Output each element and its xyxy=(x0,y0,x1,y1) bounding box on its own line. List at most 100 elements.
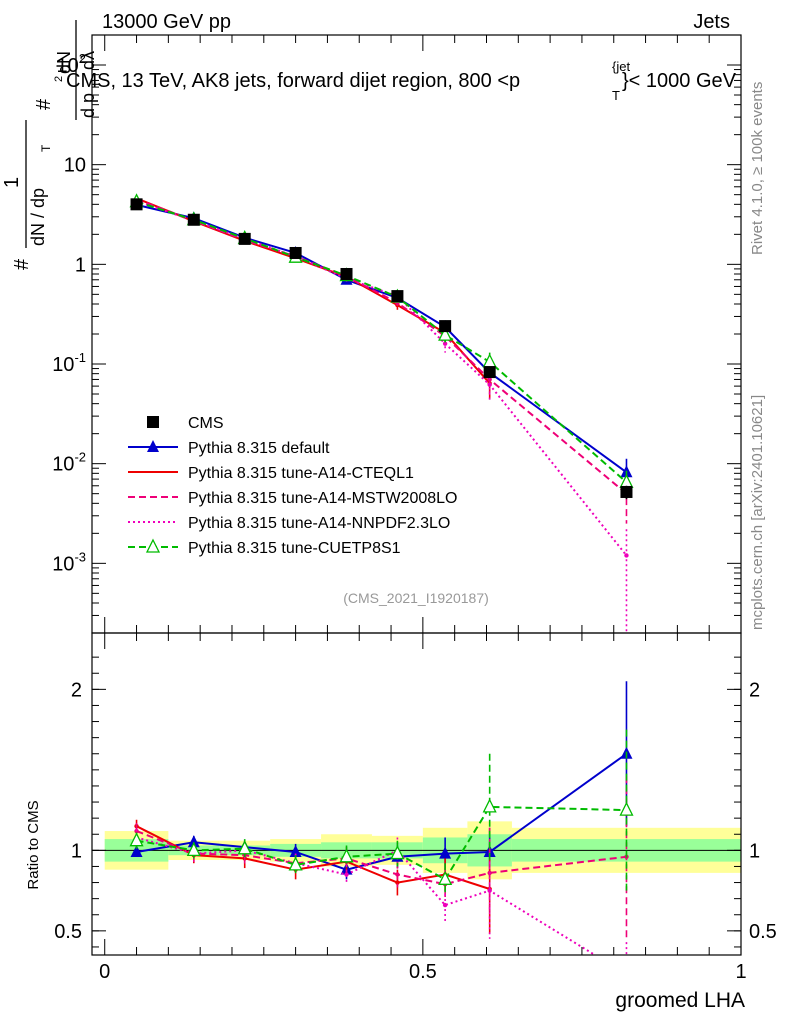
legend-label: Pythia 8.315 tune-A14-CTEQL1 xyxy=(188,465,414,482)
title-text-sup: {jet xyxy=(612,59,630,74)
ratio-y-tick-label: 1 xyxy=(71,840,82,862)
data-point xyxy=(238,232,251,245)
legend-item: Pythia 8.315 tune-A14-CTEQL1 xyxy=(128,465,414,482)
rivet-version-label: Rivet 4.1.0, ≥ 100k events xyxy=(749,82,766,255)
data-point xyxy=(487,888,492,893)
ratio-y-tick-label: 2 xyxy=(71,679,82,701)
ylabel-d2n-exp: 2 xyxy=(53,76,65,82)
data-point xyxy=(237,840,252,855)
data-point xyxy=(620,485,633,498)
data-point xyxy=(439,846,452,859)
data-point xyxy=(187,835,200,848)
title-text-main: CMS, 13 TeV, AK8 jets, forward dijet reg… xyxy=(66,70,520,92)
legend-item: Pythia 8.315 tune-CUETP8S1 xyxy=(128,538,401,557)
data-point xyxy=(130,844,143,857)
title-text-end: }< 1000 GeV xyxy=(622,70,737,92)
title-text-sub: T xyxy=(612,88,620,103)
data-point xyxy=(339,848,354,863)
data-point xyxy=(289,246,302,259)
tick-base: 10 xyxy=(52,354,74,376)
data-point xyxy=(624,972,628,976)
x-tick-label: 1 xyxy=(735,961,746,983)
data-point xyxy=(344,872,349,877)
data-point xyxy=(439,320,452,333)
legend-label: CMS xyxy=(188,415,224,432)
y-tick-label: 10-1 xyxy=(52,350,86,376)
series-line xyxy=(136,197,491,384)
series-pythia-8-315-tune-cuetp8s1 xyxy=(129,729,634,896)
data-point xyxy=(390,845,405,860)
ylabel-hash-1: # xyxy=(11,258,33,270)
legend-marker xyxy=(145,538,161,553)
mcplots-label: mcplots.cern.ch [arXiv:2401.10621] xyxy=(749,395,766,630)
data-point xyxy=(129,832,144,847)
data-point xyxy=(395,872,400,877)
tick-exp: -2 xyxy=(74,450,86,465)
series-cms xyxy=(130,198,633,500)
tick-exp: 2 xyxy=(79,51,86,66)
y-tick-label: 10-3 xyxy=(52,549,86,575)
legend-label: Pythia 8.315 tune-A14-NNPDF2.3LO xyxy=(188,515,450,532)
data-point xyxy=(438,870,453,885)
main-title: CMS, 13 TeV, AK8 jets, forward dijet reg… xyxy=(66,59,737,103)
data-point xyxy=(619,801,634,816)
x-tick-label: 0.5 xyxy=(409,961,437,983)
data-point xyxy=(442,902,448,908)
legend-item: Pythia 8.315 tune-A14-NNPDF2.3LO xyxy=(128,515,450,532)
legend-label: Pythia 8.315 tune-A14-MSTW2008LO xyxy=(188,490,457,507)
data-point xyxy=(482,798,497,813)
tick-base: 10 xyxy=(52,454,74,476)
y-tick-label: 10 xyxy=(64,155,86,177)
data-point xyxy=(187,213,200,226)
header-process-label: Jets xyxy=(693,11,730,33)
ylabel-one: 1 xyxy=(1,177,23,188)
y-tick-label: 102 xyxy=(57,51,86,77)
y-tick-label: 1 xyxy=(75,254,86,276)
tick-exp: -1 xyxy=(74,350,86,365)
legend-item: Pythia 8.315 tune-A14-MSTW2008LO xyxy=(128,490,457,507)
legend-marker xyxy=(147,416,159,428)
ylabel-dn-dpt: dN / dp xyxy=(28,188,48,246)
data-point xyxy=(340,267,353,280)
header-energy-label: 13000 GeV pp xyxy=(102,11,231,33)
data-point xyxy=(289,844,302,857)
ylabel-hash-2: # xyxy=(33,98,55,110)
main-ylabel: # 1 dN / dp T # dN 2 d p T dλ xyxy=(1,20,103,270)
series-line xyxy=(136,203,628,474)
data-point xyxy=(186,841,201,856)
ratio-frame xyxy=(91,632,742,956)
legend-marker xyxy=(147,440,159,452)
ylabel-dpt-2-sub: T xyxy=(89,80,103,88)
ratio-panel: 0 0.5 10.5 0.51 12 2 xyxy=(54,632,777,983)
y-tick-label: 10-2 xyxy=(52,450,86,476)
tick-base: 10 xyxy=(52,553,74,575)
ylabel-dpt-2: d p xyxy=(78,93,98,118)
legend: CMS Pythia 8.315 default Pythia 8.315 tune… xyxy=(128,415,457,557)
data-point xyxy=(442,341,448,346)
data-point xyxy=(483,366,496,379)
data-point xyxy=(395,880,400,885)
tick-exp: -3 xyxy=(74,549,86,564)
legend-label: Pythia 8.315 tune-CUETP8S1 xyxy=(188,540,401,557)
ratio-y-tick-label: 0.5 xyxy=(54,921,82,943)
x-tick-label: 0 xyxy=(99,961,110,983)
ratio-y-tick-label-right: 1 xyxy=(749,840,760,862)
ratio-ylabel: Ratio to CMS xyxy=(25,800,42,889)
legend-item: Pythia 8.315 default xyxy=(128,440,330,457)
legend-item: CMS xyxy=(147,415,224,432)
analysis-label: (CMS_2021_I1920187) xyxy=(343,590,489,606)
data-point xyxy=(130,198,143,211)
ratio-y-tick-label-right: 2 xyxy=(749,679,760,701)
tick-base: 10 xyxy=(57,55,79,77)
ylabel-dpt-sub: T xyxy=(39,144,53,152)
data-point xyxy=(288,856,303,871)
legend-label: Pythia 8.315 default xyxy=(188,440,330,457)
data-point xyxy=(438,326,453,341)
x-axis-label: groomed LHA xyxy=(615,989,745,1012)
data-point xyxy=(487,382,492,387)
data-point xyxy=(624,553,629,558)
series-line xyxy=(136,200,628,557)
ylabel-d2n: dN xyxy=(54,51,74,74)
series-pythia-8-315-tune-a14-cteql1 xyxy=(134,196,492,400)
